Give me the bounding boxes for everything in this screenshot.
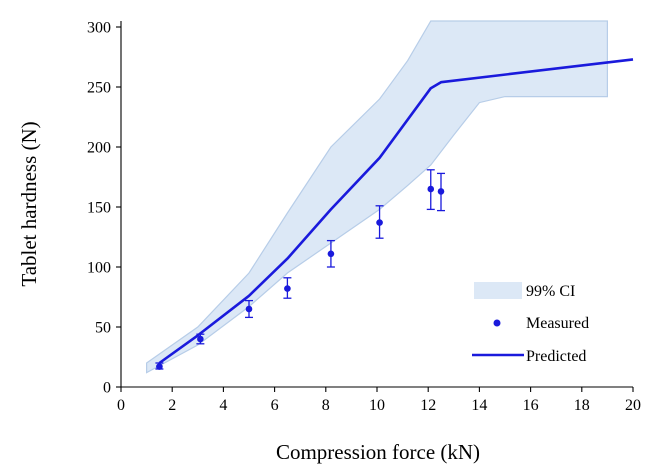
x-ticks: 0 2 4 6 8 10 12 14 16 18 20 bbox=[117, 387, 641, 414]
x-tick-label: 2 bbox=[168, 397, 176, 414]
y-tick-label: 150 bbox=[87, 200, 111, 217]
x-tick-label: 20 bbox=[625, 397, 641, 414]
axes: 0 2 4 6 8 10 12 14 16 18 20 0 50 100 150 200 250 300 bbox=[87, 20, 641, 415]
legend-ci-label: 99% CI bbox=[526, 283, 575, 300]
measured-marker bbox=[156, 363, 163, 370]
x-tick-label: 8 bbox=[322, 397, 330, 414]
legend-ci-swatch bbox=[474, 282, 522, 299]
measured-point bbox=[375, 205, 384, 239]
measured-points bbox=[155, 169, 445, 370]
x-tick-label: 0 bbox=[117, 397, 125, 414]
measured-point bbox=[283, 277, 292, 299]
measured-marker bbox=[284, 285, 291, 292]
x-axis-title: Compression force (kN) bbox=[276, 440, 480, 464]
y-tick-label: 0 bbox=[103, 380, 111, 397]
measured-marker bbox=[437, 188, 445, 195]
x-tick-label: 18 bbox=[574, 397, 590, 414]
y-tick-label: 100 bbox=[87, 260, 111, 277]
measured-marker bbox=[245, 305, 253, 313]
measured-marker bbox=[376, 219, 383, 226]
y-tick-label: 300 bbox=[87, 20, 111, 37]
measured-point bbox=[326, 239, 335, 268]
legend-measured-label: Measured bbox=[526, 315, 589, 332]
measured-point bbox=[437, 172, 445, 212]
y-tick-label: 50 bbox=[95, 320, 111, 337]
measured-point bbox=[155, 362, 164, 370]
x-tick-label: 6 bbox=[271, 397, 279, 414]
y-tick-label: 250 bbox=[87, 80, 111, 97]
x-tick-label: 12 bbox=[420, 397, 436, 414]
y-tick-label: 200 bbox=[87, 140, 111, 157]
measured-marker bbox=[327, 250, 335, 258]
x-tick-label: 16 bbox=[523, 397, 539, 414]
measured-point bbox=[196, 333, 205, 345]
measured-marker bbox=[197, 335, 204, 343]
x-tick-label: 10 bbox=[369, 397, 385, 414]
y-axis-title: Tablet hardness (N) bbox=[17, 121, 41, 286]
measured-marker bbox=[427, 185, 435, 193]
measured-point bbox=[245, 299, 253, 319]
y-ticks: 0 50 100 150 200 250 300 bbox=[87, 20, 121, 397]
x-tick-label: 14 bbox=[471, 397, 487, 414]
legend: 99% CI Measured Predicted bbox=[472, 282, 589, 365]
x-tick-label: 4 bbox=[219, 397, 227, 414]
legend-measured-marker bbox=[493, 319, 501, 327]
legend-predicted-label: Predicted bbox=[526, 348, 586, 365]
measured-point bbox=[426, 169, 435, 211]
predicted-line bbox=[158, 58, 634, 365]
plot-area bbox=[146, 20, 634, 374]
